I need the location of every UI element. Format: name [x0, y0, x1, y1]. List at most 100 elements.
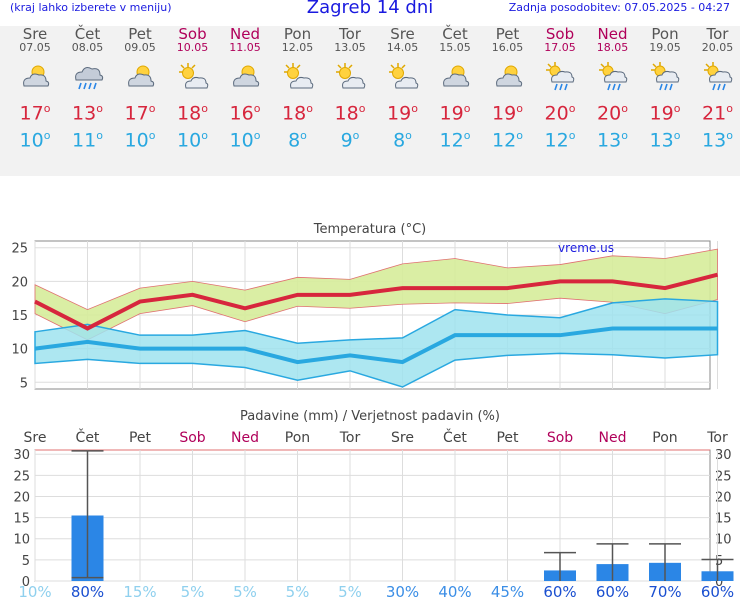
- partly-cloudy-icon: [9, 62, 61, 92]
- min-temp-line: [34, 326, 718, 365]
- day-name: Pon: [651, 25, 679, 43]
- max-temp: 16o: [229, 102, 261, 125]
- day-name: Ned: [597, 25, 628, 43]
- day-date: 15.05: [439, 41, 471, 54]
- max-temp: 19o: [439, 102, 471, 125]
- day-date: 20.05: [701, 41, 734, 54]
- precip-y-tick-label-left: 5: [22, 554, 30, 569]
- precip-y-tick-label-left: 10: [13, 533, 30, 548]
- precip-probability-label: 60%: [596, 583, 629, 600]
- day-date: 10.05: [176, 41, 209, 54]
- rain-cloud-icon: [62, 62, 114, 92]
- sun-rain-icon: [639, 62, 691, 92]
- day-name: Sre: [22, 25, 48, 43]
- day-date: 16.05: [491, 41, 524, 54]
- partly-cloudy-icon: [219, 62, 271, 92]
- temperature-y-tick-label: 10: [11, 343, 28, 358]
- min-temp: 8o: [288, 129, 307, 152]
- precip-probability-label: 45%: [491, 583, 524, 600]
- temperature-y-tick-label: 5: [20, 376, 28, 391]
- min-temp: 10o: [124, 129, 156, 152]
- partly-cloudy-icon: [482, 62, 534, 92]
- day-name: Pet: [128, 25, 152, 43]
- day-column: Čet 08.05 13o 11o: [62, 26, 114, 153]
- precip-probability-label: 60%: [701, 583, 734, 600]
- day-column: Tor 13.05 18o 9o: [324, 26, 376, 153]
- top-bar: (kraj lahko izberete v meniju) Zagreb 14…: [0, 0, 740, 20]
- page-title: Zagreb 14 dni: [306, 0, 434, 18]
- max-temp-range-band: [34, 248, 718, 341]
- precip-day-label: Sob: [179, 430, 205, 446]
- day-date: 13.05: [334, 41, 366, 54]
- min-temp: 8o: [393, 129, 412, 152]
- temperature-y-tick-label: 20: [11, 275, 28, 290]
- precip-y-tick-label-left: 25: [13, 469, 30, 484]
- day-name: Tor: [339, 25, 361, 43]
- sun-cloud-icon: [377, 62, 429, 92]
- day-date: 19.05: [649, 41, 681, 54]
- precip-day-label: Sre: [24, 430, 47, 446]
- min-temp: 9o: [340, 129, 360, 152]
- temperature-y-tick-label: 25: [11, 242, 28, 257]
- max-temp: 18o: [282, 102, 313, 125]
- day-date: 11.05: [229, 41, 261, 54]
- precipitation-chart-title: Padavine (mm) / Verjetnost padavin (%): [240, 409, 500, 424]
- partly-cloudy-icon: [429, 62, 481, 92]
- precip-day-label: Ned: [231, 430, 259, 446]
- sun-cloud-icon: [324, 62, 376, 92]
- day-name: Sob: [178, 25, 207, 43]
- max-temp: 18o: [334, 102, 366, 125]
- precip-y-tick-label-right: 25: [715, 469, 732, 484]
- max-temp: 17o: [124, 102, 156, 125]
- day-name: Tor: [706, 25, 729, 43]
- max-temp-line: [34, 272, 718, 331]
- precip-day-label: Pet: [496, 430, 519, 446]
- temperature-y-tick-label: 15: [11, 309, 28, 324]
- location-hint[interactable]: (kraj lahko izberete v meniju): [10, 1, 172, 14]
- day-name: Čet: [74, 25, 101, 43]
- precip-y-tick-label-left: 15: [13, 512, 30, 527]
- sun-cloud-icon: [272, 62, 324, 92]
- day-date: 12.05: [281, 41, 314, 54]
- day-name: Pet: [495, 25, 520, 43]
- precip-day-label: Tor: [706, 430, 728, 446]
- max-temp: 19o: [492, 102, 523, 125]
- min-temp: 10o: [19, 129, 51, 152]
- day-date: 07.05: [19, 41, 51, 54]
- max-temp: 20o: [597, 102, 628, 125]
- min-temp: 11o: [72, 129, 103, 152]
- min-temp-range-band: [34, 298, 719, 388]
- precip-probability-label: 40%: [438, 583, 471, 600]
- day-name: Čet: [442, 25, 468, 43]
- update-timestamp: Zadnja posodobitev: 07.05.2025 - 04:27: [508, 1, 730, 14]
- precip-day-label: Čet: [76, 428, 100, 446]
- precip-y-tick-label-right: 10: [715, 533, 732, 548]
- precip-day-label: Ned: [599, 430, 627, 446]
- max-temp: 17o: [19, 102, 51, 125]
- precip-y-tick-label-right: 20: [715, 490, 732, 505]
- day-column: Pet 16.05 19o 12o: [482, 26, 534, 153]
- max-temp: 13o: [72, 102, 103, 125]
- precip-y-tick-label-right: 0: [715, 575, 723, 590]
- day-column: Pon 19.05 19o 13o: [639, 26, 691, 153]
- precip-probability-label: 5%: [286, 583, 310, 600]
- precip-day-label: Pon: [652, 430, 677, 446]
- max-temp: 19o: [387, 102, 418, 125]
- sun-cloud-icon: [167, 62, 219, 92]
- precip-probability-label: 5%: [338, 583, 362, 600]
- watermark-label: vreme.us: [558, 241, 614, 255]
- max-temp: 19o: [649, 102, 681, 125]
- day-column: Čet 15.05 19o 12o: [429, 26, 481, 153]
- min-temp: 10o: [229, 129, 261, 152]
- day-column: Pet 09.05 17o 10o: [114, 26, 166, 153]
- precip-day-label: Sob: [547, 430, 573, 446]
- precip-y-tick-label-right: 5: [715, 554, 723, 569]
- precip-y-tick-label-left: 30: [13, 448, 30, 463]
- partly-cloudy-icon: [114, 62, 166, 92]
- precip-day-label: Čet: [443, 428, 467, 446]
- min-temp: 13o: [649, 129, 681, 152]
- sun-rain-icon: [692, 62, 740, 92]
- day-date: 14.05: [386, 41, 419, 54]
- min-temp: 13o: [702, 129, 733, 152]
- precip-probability-label: 5%: [181, 583, 205, 600]
